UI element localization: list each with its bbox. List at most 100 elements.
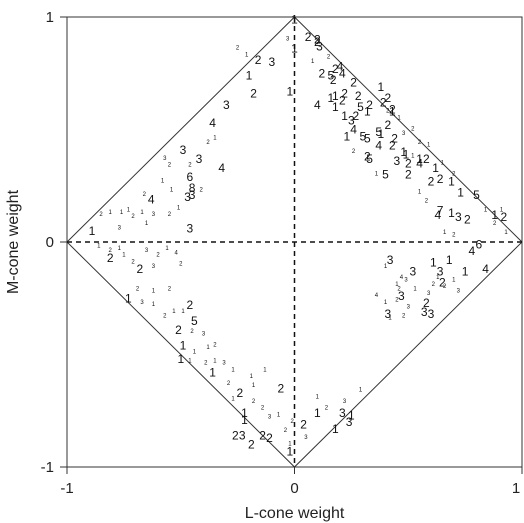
data-point-small: 2 <box>99 212 103 218</box>
data-point: 4 <box>148 192 155 206</box>
data-point-small: 1 <box>120 210 124 216</box>
data-point-small: 2 <box>425 199 429 205</box>
data-point: 1 <box>177 352 184 366</box>
data-point: 1 <box>457 186 464 200</box>
data-point-small: 2 <box>204 361 208 367</box>
data-point-small: 1 <box>375 172 379 178</box>
data-point-small: 1 <box>231 397 235 403</box>
data-point: 2 <box>175 323 182 337</box>
data-point-small: 2 <box>168 212 172 218</box>
data-point: 2 <box>405 156 412 170</box>
data-point-small: 2 <box>452 172 456 178</box>
data-point: 1 <box>378 127 385 141</box>
data-point-small: 1 <box>484 208 488 214</box>
data-point: 2 <box>355 89 362 103</box>
data-point-small: 2 <box>432 282 436 288</box>
data-point: 3 <box>187 222 194 236</box>
data-point: 1 <box>403 147 410 161</box>
data-point: 3 <box>316 39 323 53</box>
data-point-small: 1 <box>436 275 440 281</box>
data-point: 1 <box>241 413 248 427</box>
data-point-small: 1 <box>172 309 176 315</box>
data-point: 5 <box>382 168 389 182</box>
data-point: 4 <box>482 262 489 276</box>
data-point: 4 <box>209 116 216 130</box>
data-point: 2 <box>439 276 446 290</box>
data-point: 5 <box>328 69 335 83</box>
data-point: 3 <box>421 305 428 319</box>
data-point: 4 <box>375 138 382 152</box>
data-point: 2 <box>278 381 285 395</box>
data-point-small: 1 <box>441 160 445 166</box>
data-point-small: 1 <box>418 190 422 196</box>
data-point: 3 <box>184 190 191 204</box>
data-point: 2 <box>364 150 371 164</box>
data-point: 2 <box>318 66 325 80</box>
data-point-small: 3 <box>268 415 272 421</box>
x-axis-label: L-cone weight <box>245 505 345 522</box>
data-point: 2 <box>305 30 312 44</box>
data-point-small: 2 <box>188 163 192 169</box>
data-point: 2 <box>405 168 412 182</box>
data-point: 1 <box>209 366 216 380</box>
data-point: 1 <box>341 109 348 123</box>
data-point: 3 <box>348 114 355 128</box>
data-point: 2 <box>259 429 266 443</box>
data-point: 1 <box>348 408 355 422</box>
data-point-small: 1 <box>188 358 192 364</box>
data-point-small: 1 <box>140 210 144 216</box>
data-point: 1 <box>332 422 339 436</box>
data-point-small: 2 <box>252 399 256 405</box>
data-point: 3 <box>189 188 196 202</box>
data-point: 1 <box>332 89 339 103</box>
data-point-small: 3 <box>304 435 308 441</box>
data-point-small: 1 <box>181 309 185 315</box>
data-point: 1 <box>430 255 437 269</box>
data-point-small: 3 <box>202 331 206 337</box>
data-point: 1 <box>328 91 335 105</box>
y-tick-label-0: 0 <box>46 234 54 251</box>
x-tick-label-0: 0 <box>290 480 298 497</box>
data-point-small: 3 <box>402 131 406 137</box>
data-point-small: 2 <box>136 286 140 292</box>
x-tick-label-minus1: -1 <box>60 480 73 497</box>
data-point: 2 <box>423 152 430 166</box>
data-point-small: 1 <box>288 442 292 448</box>
data-point-small: 1 <box>145 221 149 227</box>
data-point-small: 1 <box>213 358 217 364</box>
data-point-small: 3 <box>407 304 411 310</box>
data-point-small: 2 <box>418 140 422 146</box>
data-point: 1 <box>448 206 455 220</box>
data-point-small: 3 <box>222 361 226 367</box>
data-point: 5 <box>364 132 371 146</box>
data-point-small: 1 <box>231 367 235 373</box>
data-point: 5 <box>191 314 198 328</box>
data-point: 1 <box>416 152 423 166</box>
data-point: 1 <box>332 100 339 114</box>
data-point: 1 <box>448 174 455 188</box>
data-point: 3 <box>346 415 353 429</box>
data-point-small: 1 <box>165 246 169 252</box>
data-point-small: 2 <box>168 286 172 292</box>
data-point-small: 1 <box>427 142 431 148</box>
data-point: 4 <box>337 60 344 74</box>
data-point: 4 <box>469 244 476 258</box>
data-point-small: 2 <box>227 381 231 387</box>
data-point: 1 <box>291 42 298 56</box>
data-point: 2 <box>389 102 396 116</box>
data-point: 3 <box>394 154 401 168</box>
data-point-small: 1 <box>161 178 165 184</box>
data-point-small: 1 <box>127 208 131 214</box>
data-point-small: 1 <box>177 205 181 211</box>
data-point: 5 <box>357 100 364 114</box>
data-point-small: 2 <box>397 286 401 292</box>
data-point: 1 <box>491 208 498 222</box>
data-point: 2 <box>237 386 244 400</box>
data-point: 4 <box>416 156 423 170</box>
data-point: 3 <box>180 143 187 157</box>
data-point-small: 2 <box>493 221 497 227</box>
data-point-small: 2 <box>131 214 135 220</box>
data-point-small: 2 <box>190 329 194 335</box>
data-point-small: 2 <box>206 140 210 146</box>
data-point: 1 <box>432 161 439 175</box>
